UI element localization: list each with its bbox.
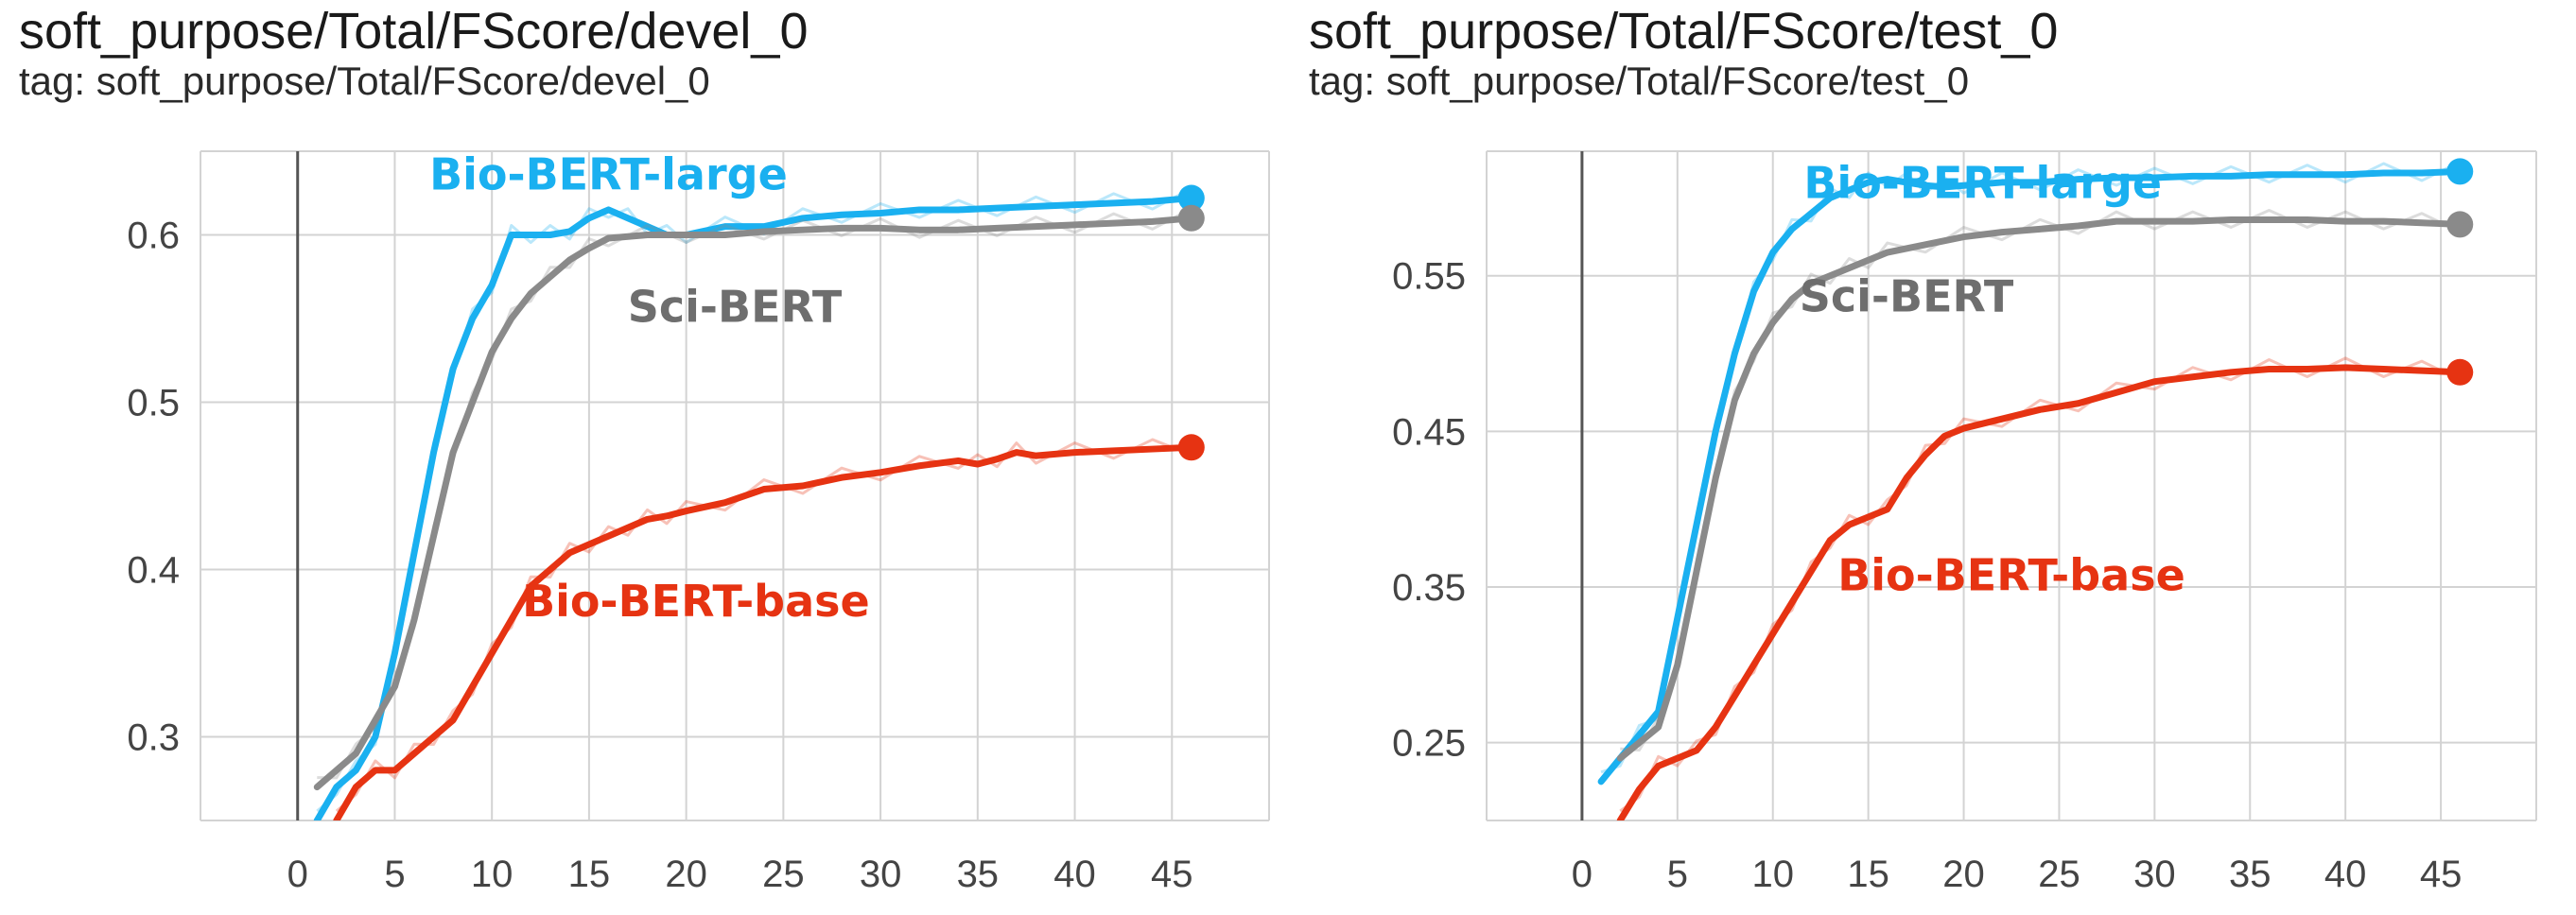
series-end-marker — [1177, 184, 1205, 212]
series-end-marker — [2446, 358, 2474, 386]
chart-tag: tag: soft_purpose/Total/FScore/test_0 — [1309, 59, 1970, 103]
series-raw-line — [1620, 208, 2461, 752]
chart-tag: tag: soft_purpose/Total/FScore/devel_0 — [19, 59, 710, 103]
series-bio-bert-base — [333, 438, 1195, 820]
x-tick-label: 20 — [1942, 854, 1985, 895]
series-end-marker — [2446, 211, 2474, 238]
x-tick-label: 15 — [568, 854, 611, 895]
x-tick-label: 25 — [2038, 854, 2080, 895]
series-line — [1597, 167, 2463, 786]
series-label: Bio-BERT-base — [522, 576, 870, 627]
x-tick-label: 5 — [1667, 854, 1688, 895]
series-sci-bert — [313, 207, 1195, 791]
line-chart-test: 0 5 10 15 20 25 30 35 40 45 0.25 0.35 0.45 0.55 Bio-BE… — [1392, 150, 2537, 895]
y-tick-label: 0.25 — [1392, 723, 1466, 765]
series-sci-bert — [1616, 208, 2463, 762]
series-label: Bio-BERT-base — [1837, 549, 2185, 600]
series-line — [1616, 216, 2463, 762]
series-line — [313, 195, 1195, 820]
x-tick-label: 15 — [1847, 854, 1889, 895]
series-end-marker — [2446, 158, 2474, 185]
x-tick-label: 40 — [1053, 854, 1096, 895]
series-line — [333, 443, 1195, 820]
y-tick-label: 0.55 — [1392, 256, 1466, 298]
series-bio-bert-base — [1616, 356, 2463, 820]
x-tick-label: 45 — [2420, 854, 2463, 895]
x-tick-label: 10 — [471, 854, 513, 895]
y-tick-label: 0.5 — [127, 383, 180, 424]
x-tick-label: 10 — [1751, 854, 1794, 895]
x-tick-label: 30 — [2133, 854, 2176, 895]
y-tick-label: 0.6 — [127, 216, 180, 257]
x-tick-label: 30 — [860, 854, 902, 895]
x-tick-label: 40 — [2324, 854, 2367, 895]
series-end-marker — [1177, 434, 1205, 461]
chart-title: soft_purpose/Total/FScore/devel_0 — [19, 3, 809, 60]
x-tick-label: 35 — [2229, 854, 2271, 895]
chart-panel-devel: soft_purpose/Total/FScore/devel_0 tag: s… — [19, 3, 1270, 895]
series-end-marker — [1177, 204, 1205, 232]
series-label: Sci-BERT — [628, 282, 843, 333]
y-tick-label: 0.45 — [1392, 411, 1466, 453]
series-label: Sci-BERT — [1800, 271, 2014, 322]
series-bio-bert-large — [1597, 161, 2463, 786]
x-tick-label: 20 — [665, 854, 707, 895]
series-line — [1616, 364, 2463, 820]
series-label: Bio-BERT-large — [1803, 157, 2162, 208]
series-label: Bio-BERT-large — [429, 149, 788, 200]
grid — [1486, 150, 2537, 821]
x-tick-label: 25 — [762, 854, 805, 895]
series-raw-line — [1600, 161, 2461, 774]
series-line — [313, 215, 1195, 791]
y-tick-label: 0.35 — [1392, 567, 1466, 609]
x-tick-label: 35 — [957, 854, 1000, 895]
chart-title: soft_purpose/Total/FScore/test_0 — [1309, 3, 2059, 60]
series-bio-bert-large — [313, 187, 1195, 820]
y-tick-label: 0.4 — [127, 550, 180, 592]
grid — [200, 150, 1270, 821]
x-tick-label: 5 — [384, 854, 405, 895]
x-tick-label: 0 — [1572, 854, 1593, 895]
x-tick-label: 45 — [1151, 854, 1193, 895]
y-tick-label: 0.3 — [127, 717, 180, 759]
chart-panel-test: soft_purpose/Total/FScore/test_0 tag: so… — [1288, 0, 2576, 915]
x-tick-label: 0 — [287, 854, 308, 895]
line-chart-devel: 0 5 10 15 20 25 30 35 40 45 0.3 0.4 0.5 0.6 Bio-BERT-l… — [127, 149, 1270, 895]
